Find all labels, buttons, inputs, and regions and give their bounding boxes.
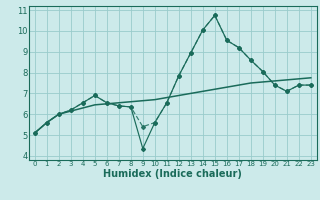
X-axis label: Humidex (Indice chaleur): Humidex (Indice chaleur) (103, 169, 242, 179)
